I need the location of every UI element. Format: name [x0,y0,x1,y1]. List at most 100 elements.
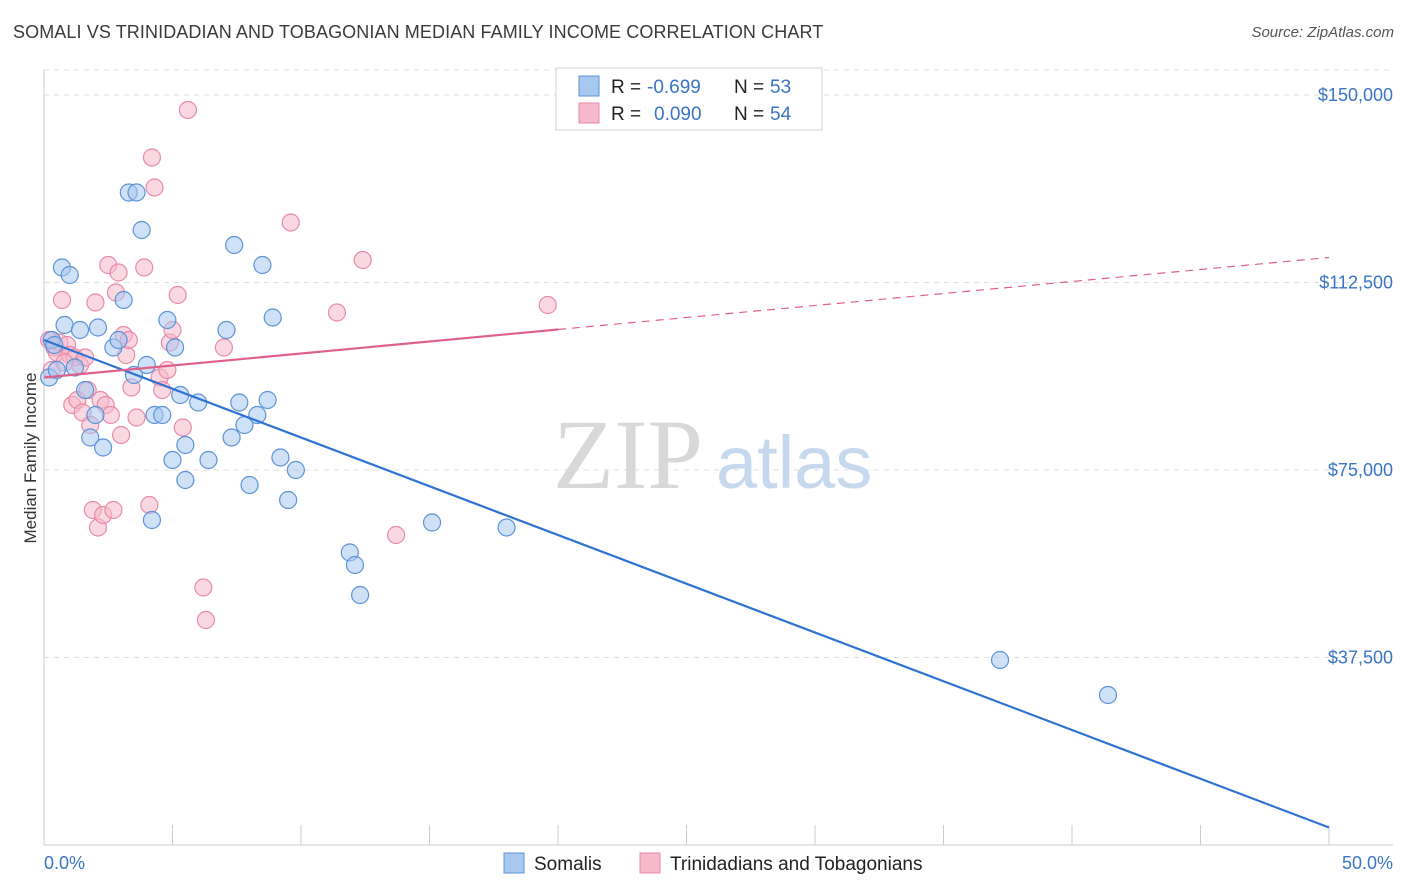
watermark-zip: ZIP [553,399,703,510]
point-somalis-20 [137,355,156,375]
bottom-legend-swatch-somalis [503,852,525,874]
source-credit: Source: ZipAtlas.com [1251,24,1394,41]
point-somalis-5 [60,265,79,285]
y-axis-tick-labels: $37,500 $75,000 $112,500 $150,000 [1318,85,1393,668]
legend-r-label-0: R = [611,77,641,98]
point-trinidadians-38 [158,360,177,380]
watermark-atlas: atlas [716,421,872,504]
y-tick-label-3: $150,000 [1318,85,1393,105]
y-tick-label-1: $75,000 [1328,460,1393,480]
point-somalis-28 [176,470,195,490]
x-axis-ticks [172,825,1330,845]
legend-n-value-1: 54 [770,104,792,125]
point-somalis-21 [142,510,162,530]
point-somalis-42 [271,448,290,467]
point-trinidadians-32 [135,258,154,277]
point-trinidadians-23 [101,405,120,425]
legend-n-value-0: 53 [770,77,791,98]
point-somalis-9 [81,428,100,447]
point-trinidadians-41 [168,285,187,305]
point-somalis-14 [109,330,128,350]
y-tick-label-0: $37,500 [1328,648,1393,668]
point-trinidadians-17 [86,293,105,312]
x-tick-label-max: 50.0% [1342,853,1393,873]
point-trinidadians-48 [327,303,347,322]
trend-lines [43,256,1330,829]
stats-legend: R = -0.699 N = 53 R = 0.090 N = 54 [555,67,823,131]
point-somalis-2 [47,360,66,380]
point-somalis-11 [88,318,108,337]
point-trinidadians-43 [178,100,198,120]
watermark: ZIP atlas [553,399,872,510]
point-somalis-24 [158,310,177,330]
point-trinidadians-49 [353,250,372,270]
point-somalis-29 [176,435,195,455]
point-somalis-49 [497,518,516,537]
y-axis-label: Median Family Income [21,372,40,543]
point-somalis-33 [222,428,241,447]
bottom-legend-swatch-trinidadians [639,852,661,874]
point-somalis-35 [230,393,249,412]
point-somalis-51 [1098,685,1118,705]
point-somalis-46 [345,555,365,575]
legend-n-label-1: N = [734,104,764,125]
bottom-legend-label-somalis: Somalis [534,854,602,875]
y-tick-label-2: $112,500 [1319,273,1393,293]
point-somalis-7 [70,320,90,340]
legend-r-value-1: 0.090 [654,104,702,125]
point-somalis-8 [76,380,95,400]
point-trinidadians-5 [52,290,72,310]
chart-title: SOMALI VS TRINIDADIAN AND TOBAGONIAN MED… [13,22,824,42]
point-trinidadians-44 [194,578,213,597]
legend-n-label-0: N = [734,77,764,98]
trend-line-trinidadians-projection [557,256,1330,331]
point-somalis-25 [163,450,182,470]
legend-swatch-trinidadians [578,102,600,124]
point-trinidadians-31 [127,408,146,427]
trend-line-somalis [43,338,1330,829]
point-somalis-37 [240,475,259,495]
point-trinidadians-47 [281,213,300,232]
point-trinidadians-26 [109,263,128,282]
point-somalis-6 [65,358,84,377]
point-trinidadians-34 [142,148,162,167]
series-somalis-points [40,183,1118,705]
legend-swatch-somalis [578,75,600,97]
point-trinidadians-35 [145,178,164,197]
grid-lines [44,69,1393,658]
trend-line-trinidadians [43,328,559,379]
point-somalis-44 [286,460,305,480]
point-somalis-31 [199,450,218,470]
bottom-legend: Somalis Trinidadians and Tobagonians [503,852,922,875]
point-trinidadians-24 [104,500,123,520]
point-somalis-10 [86,405,105,425]
point-trinidadians-46 [214,338,233,357]
point-somalis-4 [55,315,74,335]
series-trinidadians-points [40,100,557,630]
point-trinidadians-50 [386,525,406,545]
point-somalis-43 [279,490,298,510]
point-somalis-18 [127,183,146,202]
point-somalis-19 [132,220,151,240]
point-somalis-34 [225,235,244,255]
legend-r-label-1: R = [611,104,641,125]
point-somalis-32 [217,320,236,340]
point-somalis-26 [165,338,185,357]
point-somalis-15 [114,290,133,310]
bottom-legend-label-trinidadians: Trinidadians and Tobagonians [670,854,922,875]
point-trinidadians-42 [173,418,192,437]
point-somalis-47 [351,585,370,605]
stats-legend-box [555,67,823,131]
point-somalis-23 [153,405,172,425]
point-somalis-41 [263,308,282,327]
point-somalis-50 [990,650,1010,670]
point-somalis-48 [422,513,442,532]
point-trinidadians-45 [196,610,216,630]
point-somalis-40 [258,390,277,410]
point-trinidadians-27 [111,425,131,445]
x-tick-label-min: 0.0% [44,853,85,873]
legend-r-value-0: -0.699 [647,77,701,98]
point-trinidadians-51 [538,295,557,315]
point-trinidadians-33 [140,495,159,515]
